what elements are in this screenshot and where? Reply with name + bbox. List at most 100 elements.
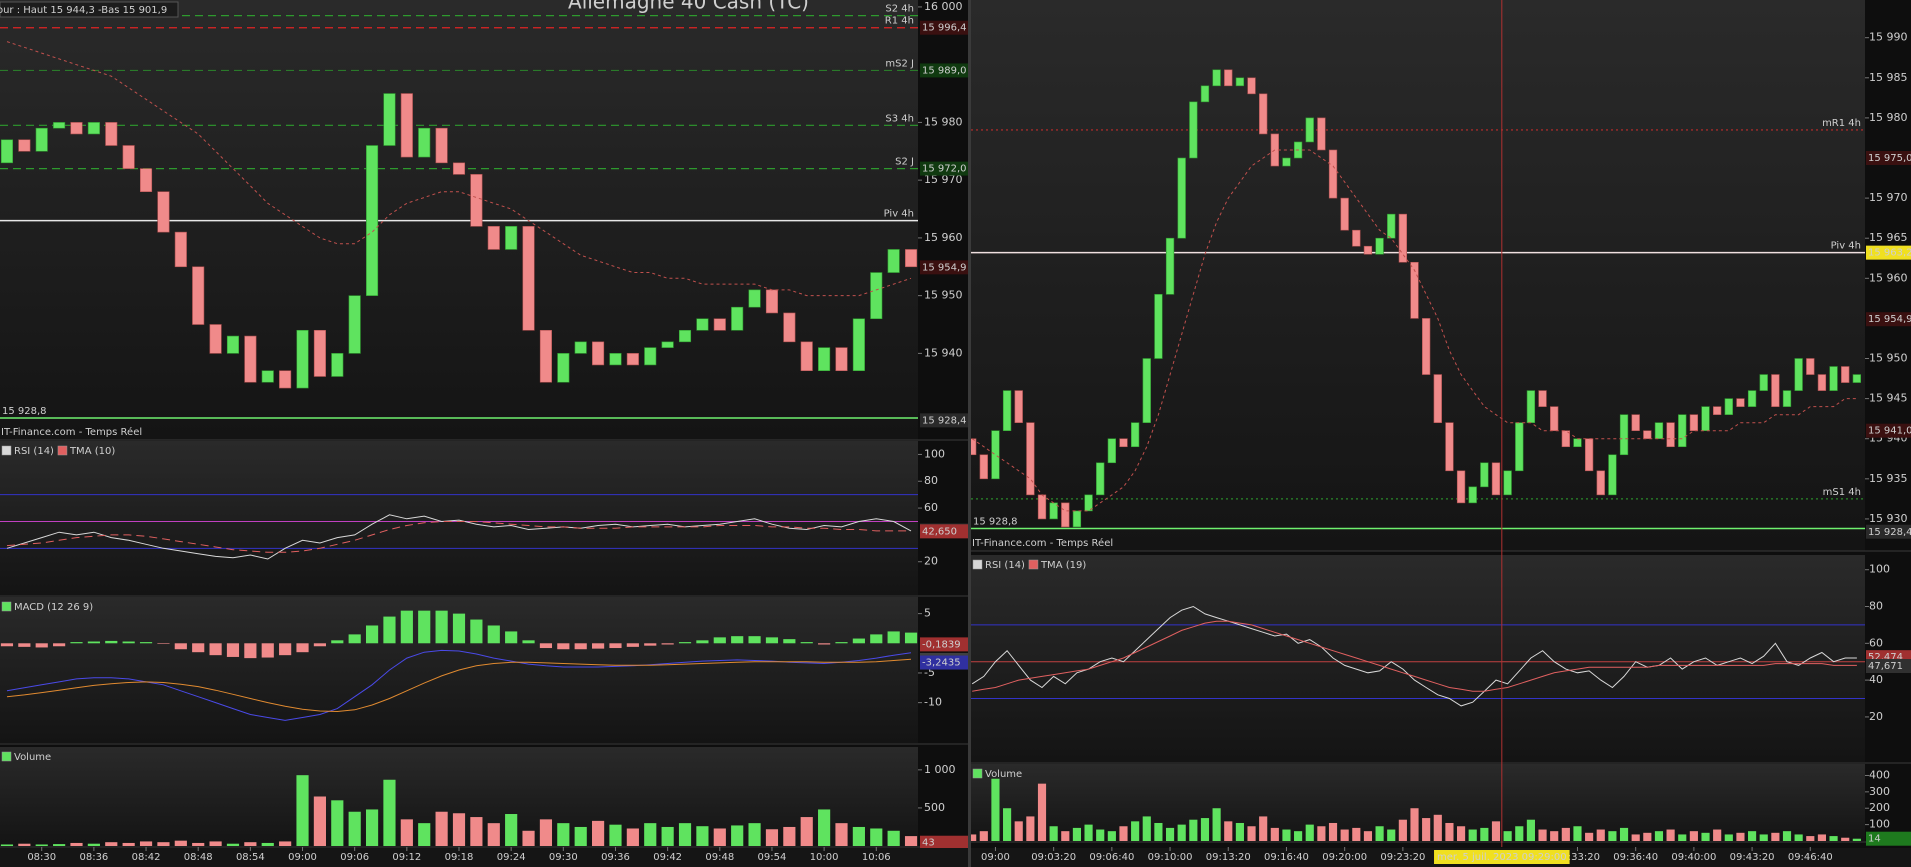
candle [452, 162, 466, 175]
candle [505, 226, 518, 250]
candle [1689, 414, 1699, 431]
indicator-bar [1736, 832, 1745, 841]
price-tag [920, 524, 968, 539]
candle [1701, 406, 1710, 431]
candle [400, 93, 413, 158]
indicator-bar [18, 643, 31, 647]
indicator-bar [70, 642, 83, 644]
indicator-bar [53, 844, 66, 846]
indicator-bar [226, 843, 240, 846]
candle [1782, 390, 1792, 407]
indicator-bar [1410, 808, 1419, 841]
indicator-bar [313, 796, 326, 846]
level-label: S3 4h [885, 113, 914, 124]
candle [731, 306, 744, 331]
candle [105, 122, 118, 146]
indicator-bar [418, 610, 431, 644]
crosshair-label-box [1434, 850, 1570, 864]
indicator-bar [1806, 836, 1815, 841]
indicator-bar [870, 828, 883, 846]
indicator-bar [1701, 832, 1710, 841]
x-tick-label: 09:00 [288, 852, 317, 863]
y-tick-label: 300 [1869, 785, 1890, 798]
candle [279, 370, 292, 389]
indicator-bar [139, 841, 153, 846]
x-tick-label: 09:12 [392, 852, 421, 863]
indicator-bar [1352, 827, 1361, 841]
indicator-bar [678, 823, 692, 846]
legend-label: RSI (14) [985, 560, 1025, 571]
indicator-bar [748, 636, 761, 644]
candle [1456, 470, 1466, 504]
y-tick-label: 15 950 [1869, 352, 1908, 365]
price-tag-label: 47,671 [1868, 661, 1903, 672]
indicator-bar [87, 641, 100, 644]
candle [765, 289, 778, 314]
candle [348, 295, 361, 354]
indicator-bar [1107, 831, 1116, 841]
indicator-bar [452, 813, 466, 846]
candle [1573, 438, 1582, 448]
y-tick-label: 15 940 [924, 346, 963, 359]
indicator-bar [1724, 834, 1733, 841]
moving-average [6, 41, 912, 297]
y-tick-label: 15 970 [924, 173, 963, 186]
chart: Allemagne 40 Cash (TC) Jour : Haut 15 944… [0, 0, 968, 863]
level-label: S2 J [895, 157, 914, 168]
candle [87, 122, 100, 135]
candle [1852, 374, 1861, 383]
indicator-bar [1119, 826, 1128, 841]
price-tag [1866, 312, 1911, 327]
indicator-bar [1445, 822, 1454, 841]
indicator-bar [1596, 829, 1605, 841]
indicator-bar [1817, 834, 1827, 841]
legend-label: TMA (19) [1040, 560, 1086, 571]
candle [192, 266, 205, 325]
indicator-bar [313, 643, 326, 647]
y-tick-label: 400 [1869, 768, 1890, 781]
x-tick-label: 09:06:40 [1089, 852, 1134, 863]
candle [383, 93, 396, 146]
price-tag-label: 14 [1868, 834, 1881, 845]
y-tick-label: 16 000 [924, 0, 963, 13]
crosshair-label: mer. 5 juil. 2023 09:29:00 [1437, 852, 1567, 863]
indicator-bar [1177, 824, 1186, 841]
candle [1224, 69, 1233, 87]
chart: mR1 4h Piv 4h mS1 4h 15 928,8 IT-Finance.com… [971, 0, 1911, 867]
y-tick-label: 200 [1869, 801, 1890, 814]
indicator-bar [539, 643, 553, 649]
indicator-bar [1154, 822, 1163, 841]
indicator-line [6, 658, 912, 713]
y-tick-label: 15 950 [924, 289, 963, 302]
indicator-bar [765, 829, 779, 846]
indicator-bar [1072, 827, 1082, 841]
price-tag [1866, 659, 1911, 674]
indicator-bar [1200, 818, 1210, 841]
indicator-bar [748, 823, 761, 846]
indicator-bar [244, 842, 257, 846]
indicator-bar [661, 643, 674, 645]
candle [244, 335, 257, 383]
y-tick-label: -5 [924, 666, 935, 679]
indicator-bar [1585, 832, 1594, 841]
candle [539, 329, 552, 383]
candle [678, 329, 692, 343]
y-tick-label: 100 [1869, 818, 1890, 831]
candle [261, 370, 274, 383]
x-tick-label: 09:13:20 [1206, 852, 1251, 863]
indicator-bar [887, 631, 900, 644]
indicator-bar [470, 817, 483, 846]
candle [1596, 470, 1605, 496]
indicator-bar [1398, 819, 1407, 841]
candle [1619, 414, 1629, 456]
indicator-bar [731, 825, 744, 846]
candle [1410, 261, 1419, 319]
indicator-bar [904, 632, 918, 644]
y-tick-label: 20 [1869, 710, 1883, 723]
indicator-line [971, 605, 1857, 707]
y-tick-label: 15 985 [1869, 71, 1908, 84]
x-tick-label: 09:43:20 [1730, 852, 1775, 863]
indicator-bar [1282, 829, 1291, 841]
indicator-bar [1619, 827, 1629, 841]
